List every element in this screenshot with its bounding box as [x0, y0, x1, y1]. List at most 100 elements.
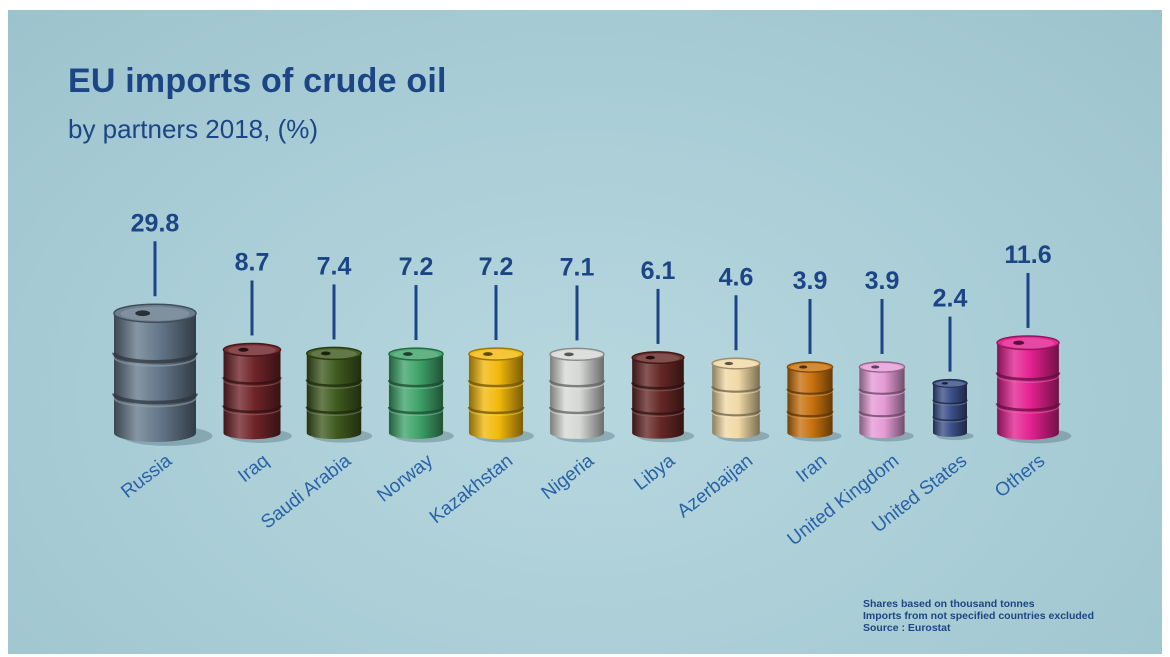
barrel-hoop [222, 376, 282, 385]
barrel-hoop [631, 382, 685, 390]
value-label: 7.2 [399, 253, 434, 281]
barrel-hoop [467, 379, 525, 388]
barrel-bung [564, 352, 574, 357]
barrel-hoop [631, 407, 685, 415]
barrel-hoop [932, 399, 968, 405]
barrel-hoop-highlight [932, 418, 968, 423]
barrel-body [997, 342, 1059, 440]
note-line: Source : Eurostat [863, 622, 951, 634]
barrel-hoop [995, 372, 1061, 381]
barrel-hoop-highlight [549, 382, 605, 390]
barrel-lid-inner [716, 359, 756, 369]
barrel-hoop [711, 386, 761, 393]
chart-subtitle: by partners 2018, (%) [68, 114, 319, 144]
barrel-body [859, 366, 905, 438]
barrel-lid-inner [1002, 337, 1054, 349]
barrel-7 [711, 357, 770, 442]
barrel-6 [631, 351, 695, 443]
chart-title: EU imports of crude oil [68, 62, 447, 100]
barrel-hoop-highlight [996, 375, 1060, 384]
category-label: Azerbaijan [673, 450, 757, 522]
barrel-2 [305, 346, 373, 443]
barrel-hoop [548, 379, 606, 388]
barrel-hoop-highlight [388, 382, 444, 390]
barrel-body [787, 366, 833, 438]
value-label: 11.6 [1004, 241, 1051, 269]
barrel-hoop [858, 388, 906, 395]
barrel-lid-inner [935, 380, 965, 387]
barrel-hoop-highlight [786, 390, 834, 397]
note-line: Imports from not specified countries exc… [863, 610, 1095, 622]
barrel-5 [548, 347, 615, 443]
barrel-10 [932, 378, 974, 441]
barrel-lid-inner [228, 345, 276, 356]
barrel-hoop [222, 405, 282, 414]
chart-notes: Shares based on thousand tonnes Imports … [863, 598, 1094, 634]
barrel-hoop [858, 410, 906, 418]
barrel-hoop-highlight [222, 408, 282, 416]
barrel-hoop-highlight [858, 390, 906, 397]
barrel-9 [858, 361, 914, 442]
barrel-bung [1013, 340, 1025, 345]
barrel-1 [222, 342, 292, 443]
barrel-body [712, 363, 760, 439]
barrel-bung [320, 351, 331, 356]
chart-frame: EU imports of crude oil by partners 2018… [8, 10, 1162, 654]
barrel-hoop [112, 393, 198, 405]
barrel-hoop-highlight [388, 409, 444, 417]
barrel-body [550, 354, 604, 439]
barrel-hoop-highlight [711, 412, 761, 419]
barrel-lid-inner [311, 349, 357, 359]
barrel-hoop-highlight [631, 410, 685, 417]
value-label: 29.8 [131, 209, 180, 237]
value-label: 4.6 [719, 263, 754, 291]
category-label: Norway [373, 450, 437, 507]
barrel-hoop [932, 416, 968, 422]
barrel-hoop-highlight [113, 397, 197, 408]
barrel-bung [238, 347, 249, 352]
barrel-lid-inner [393, 349, 439, 360]
note-line: Shares based on thousand tonnes [863, 598, 1035, 610]
barrel-lid-inner [120, 306, 190, 321]
barrel-11 [995, 335, 1072, 444]
barrel-hoop-highlight [306, 382, 362, 389]
value-label: 8.7 [235, 248, 270, 276]
value-label: 7.1 [560, 253, 595, 281]
barrel-hoop-highlight [113, 356, 197, 367]
barrel-body [223, 349, 281, 440]
barrel-hoop [467, 406, 525, 415]
category-label: Russia [117, 450, 176, 503]
value-label: 2.4 [933, 285, 968, 313]
barrel-body [468, 354, 524, 439]
category-label: Libya [630, 450, 679, 495]
barrel-hoop [786, 410, 834, 418]
barrel-hoop-highlight [306, 409, 362, 416]
barrel-hoop [995, 402, 1061, 412]
barrel-hoop [711, 409, 761, 417]
category-label: Iran [792, 450, 831, 487]
barrel-hoop [548, 406, 606, 415]
barrel-hoop [387, 406, 445, 415]
barrel-bung [403, 352, 413, 356]
barrel-bung [135, 310, 151, 317]
barrel-hoop-highlight [996, 406, 1060, 414]
barrel-bung [483, 352, 493, 356]
barrel-hoop-highlight [858, 413, 906, 419]
category-label: Kazakhstan [426, 450, 517, 528]
barrel-bung [724, 361, 734, 366]
barrel-body [114, 313, 196, 443]
barrel-hoop-highlight [711, 388, 761, 395]
value-label: 3.9 [865, 267, 900, 295]
barrel-hoop-highlight [222, 379, 282, 387]
barrel-0 [112, 303, 213, 446]
value-label: 7.2 [479, 253, 514, 281]
barrel-hoop [112, 352, 198, 364]
barrel-bung [645, 355, 655, 360]
barrel-lid-inner [554, 350, 600, 360]
barrel-hoop-highlight [468, 409, 524, 417]
category-label: Iraq [234, 450, 273, 487]
category-label: Saudi Arabia [257, 450, 355, 533]
barrel-hoop-highlight [549, 409, 605, 417]
value-label: 7.4 [317, 252, 352, 280]
category-label: Nigeria [538, 450, 599, 504]
